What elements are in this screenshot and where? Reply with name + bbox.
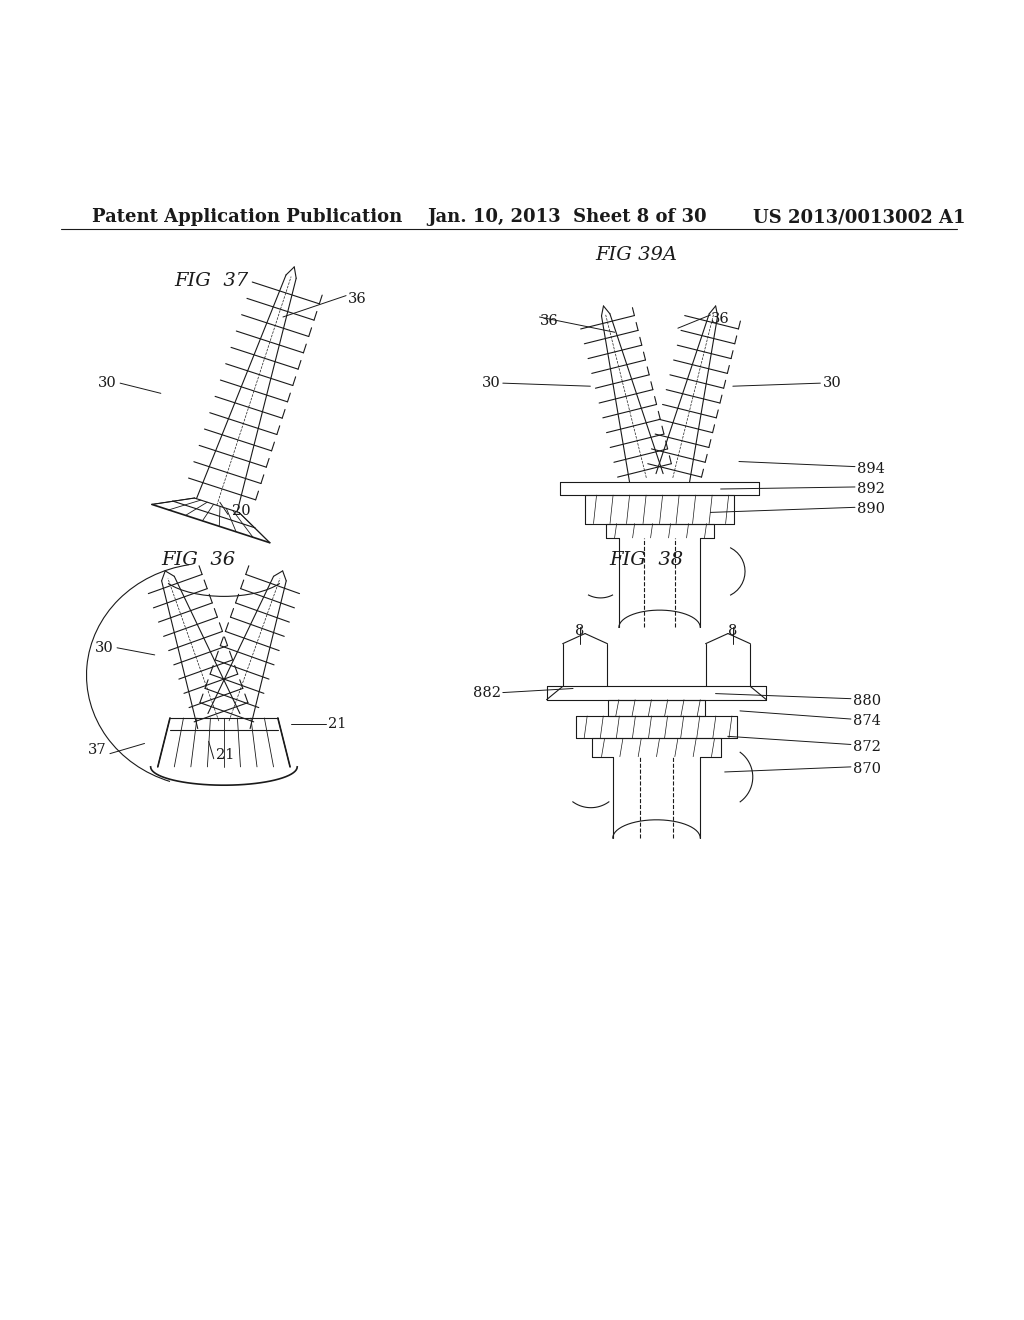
Text: 36: 36 xyxy=(711,312,729,326)
Text: Jan. 10, 2013  Sheet 8 of 30: Jan. 10, 2013 Sheet 8 of 30 xyxy=(427,209,708,226)
Text: FIG  37: FIG 37 xyxy=(175,272,249,290)
Text: 36: 36 xyxy=(540,314,558,327)
Text: 37: 37 xyxy=(88,743,106,756)
Text: 8: 8 xyxy=(575,624,585,639)
Text: 870: 870 xyxy=(853,762,881,776)
Text: 892: 892 xyxy=(857,482,885,496)
Text: 874: 874 xyxy=(853,714,881,729)
Text: FIG  38: FIG 38 xyxy=(609,552,683,569)
Text: 21: 21 xyxy=(328,717,346,731)
Text: US 2013/0013002 A1: US 2013/0013002 A1 xyxy=(754,209,966,226)
Text: 30: 30 xyxy=(98,376,117,391)
Text: 890: 890 xyxy=(857,503,885,516)
Text: Patent Application Publication: Patent Application Publication xyxy=(91,209,401,226)
Text: 30: 30 xyxy=(482,376,501,391)
Text: 8: 8 xyxy=(728,624,737,639)
Text: 21: 21 xyxy=(216,748,234,762)
Text: FIG  36: FIG 36 xyxy=(162,552,236,569)
Text: FIG 39A: FIG 39A xyxy=(595,246,677,264)
Text: 30: 30 xyxy=(822,376,841,391)
Text: 880: 880 xyxy=(853,694,881,708)
Text: 872: 872 xyxy=(853,739,881,754)
Text: 882: 882 xyxy=(473,685,501,700)
Text: 894: 894 xyxy=(857,462,885,475)
Text: 36: 36 xyxy=(348,292,367,305)
Text: 30: 30 xyxy=(95,640,114,655)
Text: 20: 20 xyxy=(232,503,251,517)
